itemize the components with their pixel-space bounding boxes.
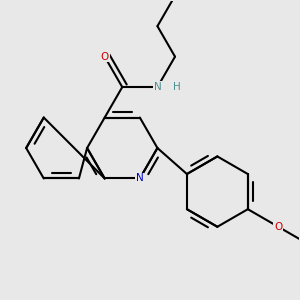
Text: O: O	[100, 52, 109, 61]
Text: N: N	[136, 173, 144, 184]
Text: H: H	[173, 82, 181, 92]
Text: O: O	[274, 222, 282, 232]
Text: N: N	[154, 82, 161, 92]
